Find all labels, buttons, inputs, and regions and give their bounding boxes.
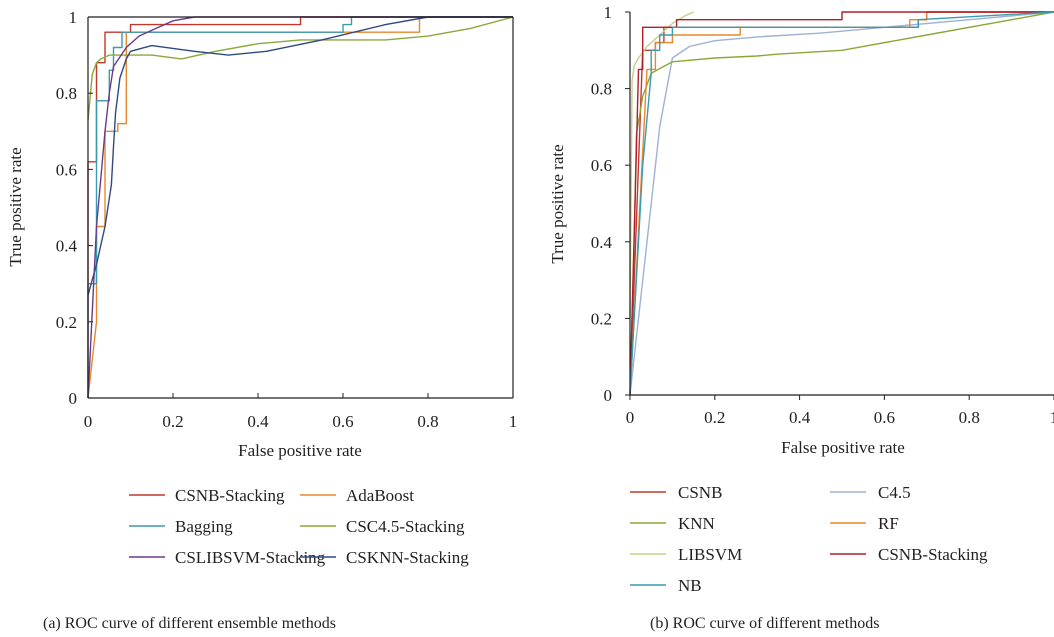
legend-label: RF xyxy=(878,514,899,533)
legend-item-knn: KNN xyxy=(630,514,715,533)
legend-item-csknn-stacking: CSKNN-Stacking xyxy=(300,548,469,567)
series-line-csnb xyxy=(629,11,1054,396)
x-tick-label: 0.4 xyxy=(789,408,811,427)
panel-caption: (a) ROC curve of different ensemble meth… xyxy=(43,615,336,632)
x-tick-label: 0.6 xyxy=(874,408,895,427)
panel-caption: (b) ROC curve of different methods xyxy=(650,615,879,632)
legend-label: CSNB-Stacking xyxy=(878,545,988,564)
y-tick-label: 0.8 xyxy=(591,80,612,99)
y-tick-label: 1 xyxy=(604,3,613,22)
y-tick-label: 0.6 xyxy=(591,156,612,175)
legend-item-csnb-stacking: CSNB-Stacking xyxy=(830,545,988,564)
x-tick-label: 0 xyxy=(84,412,93,431)
y-axis-label: True positive rate xyxy=(6,147,25,266)
legend-label: CSC4.5-Stacking xyxy=(346,517,465,536)
series-line-bagging xyxy=(87,16,513,398)
legend-item-adaboost: AdaBoost xyxy=(300,486,414,505)
legend: CSNB-Stacking AdaBoost Bagging CSC4.5-Stack… xyxy=(129,486,469,567)
y-tick-label: 1 xyxy=(69,8,78,27)
x-tick-label: 0.4 xyxy=(247,412,269,431)
y-tick-label: 0.2 xyxy=(591,309,612,328)
x-tick-label: 1 xyxy=(509,412,518,431)
series-line-nb xyxy=(629,11,1054,396)
legend: CSNB C4.5 KNN RF LIBSVM CSNB-Stacking NB xyxy=(630,483,988,595)
legend-label: CSNB xyxy=(678,483,722,502)
legend-label: CSLIBSVM-Stacking xyxy=(175,548,326,567)
x-tick-label: 0.8 xyxy=(959,408,980,427)
series-line-csnb-stacking xyxy=(629,11,1054,396)
y-tick-label: 0.6 xyxy=(56,160,77,179)
legend-label: Bagging xyxy=(175,517,233,536)
legend-item-c4-5: C4.5 xyxy=(830,483,911,502)
series-line-csc4-5-stacking xyxy=(87,16,514,120)
legend-item-rf: RF xyxy=(830,514,899,533)
x-axis-label: False positive rate xyxy=(781,438,905,457)
series-line-adaboost xyxy=(87,16,513,399)
y-tick-label: 0 xyxy=(69,389,78,408)
series-line-rf xyxy=(629,11,1054,396)
legend-label: LIBSVM xyxy=(678,545,742,564)
legend-item-bagging: Bagging xyxy=(129,517,233,536)
series-line-libsvm xyxy=(629,11,694,319)
legend-label: CSNB-Stacking xyxy=(175,486,285,505)
legend-item-cslibsvm-stacking: CSLIBSVM-Stacking xyxy=(129,548,326,567)
legend-item-csc4-5-stacking: CSC4.5-Stacking xyxy=(300,517,465,536)
x-tick-label: 0.2 xyxy=(704,408,725,427)
series-line-cslibsvm-stacking xyxy=(87,16,513,399)
legend-item-csnb-stacking: CSNB-Stacking xyxy=(129,486,285,505)
axis-ticks: 0 0.2 0.4 0.6 0.8 1 0 0.2 0.4 0.6 0.8 1 xyxy=(591,3,1054,427)
y-axis-label: True positive rate xyxy=(548,144,567,263)
legend-label: CSKNN-Stacking xyxy=(346,548,469,567)
curves-group xyxy=(87,16,514,399)
x-tick-label: 0.8 xyxy=(417,412,438,431)
series-line-c4-5 xyxy=(629,11,1054,396)
legend-label: C4.5 xyxy=(878,483,911,502)
series-line-knn xyxy=(629,11,1054,396)
legend-item-nb: NB xyxy=(630,576,702,595)
curves-group xyxy=(629,11,1054,396)
roc-chart-ensemble-methods: 0 0.2 0.4 0.6 0.8 1 0 0.2 0.4 0.6 0.8 1 False posit… xyxy=(6,8,517,632)
series-line-csknn-stacking xyxy=(87,16,513,296)
legend-label: NB xyxy=(678,576,702,595)
y-tick-label: 0.2 xyxy=(56,313,77,332)
legend-item-csnb: CSNB xyxy=(630,483,722,502)
y-tick-label: 0 xyxy=(604,386,613,405)
y-tick-label: 0.8 xyxy=(56,84,77,103)
legend-item-libsvm: LIBSVM xyxy=(630,545,742,564)
x-tick-label: 0 xyxy=(626,408,635,427)
x-tick-label: 0.2 xyxy=(162,412,183,431)
x-tick-label: 0.6 xyxy=(332,412,353,431)
legend-label: KNN xyxy=(678,514,715,533)
y-tick-label: 0.4 xyxy=(591,233,613,252)
x-axis-label: False positive rate xyxy=(238,441,362,460)
x-tick-label: 1 xyxy=(1050,408,1054,427)
y-tick-label: 0.4 xyxy=(56,237,78,256)
axis-ticks: 0 0.2 0.4 0.6 0.8 1 0 0.2 0.4 0.6 0.8 1 xyxy=(56,8,518,431)
roc-chart-different-methods: 0 0.2 0.4 0.6 0.8 1 0 0.2 0.4 0.6 0.8 1 False posit… xyxy=(548,3,1054,632)
legend-label: AdaBoost xyxy=(346,486,414,505)
series-line-csnb-stacking xyxy=(87,16,513,398)
